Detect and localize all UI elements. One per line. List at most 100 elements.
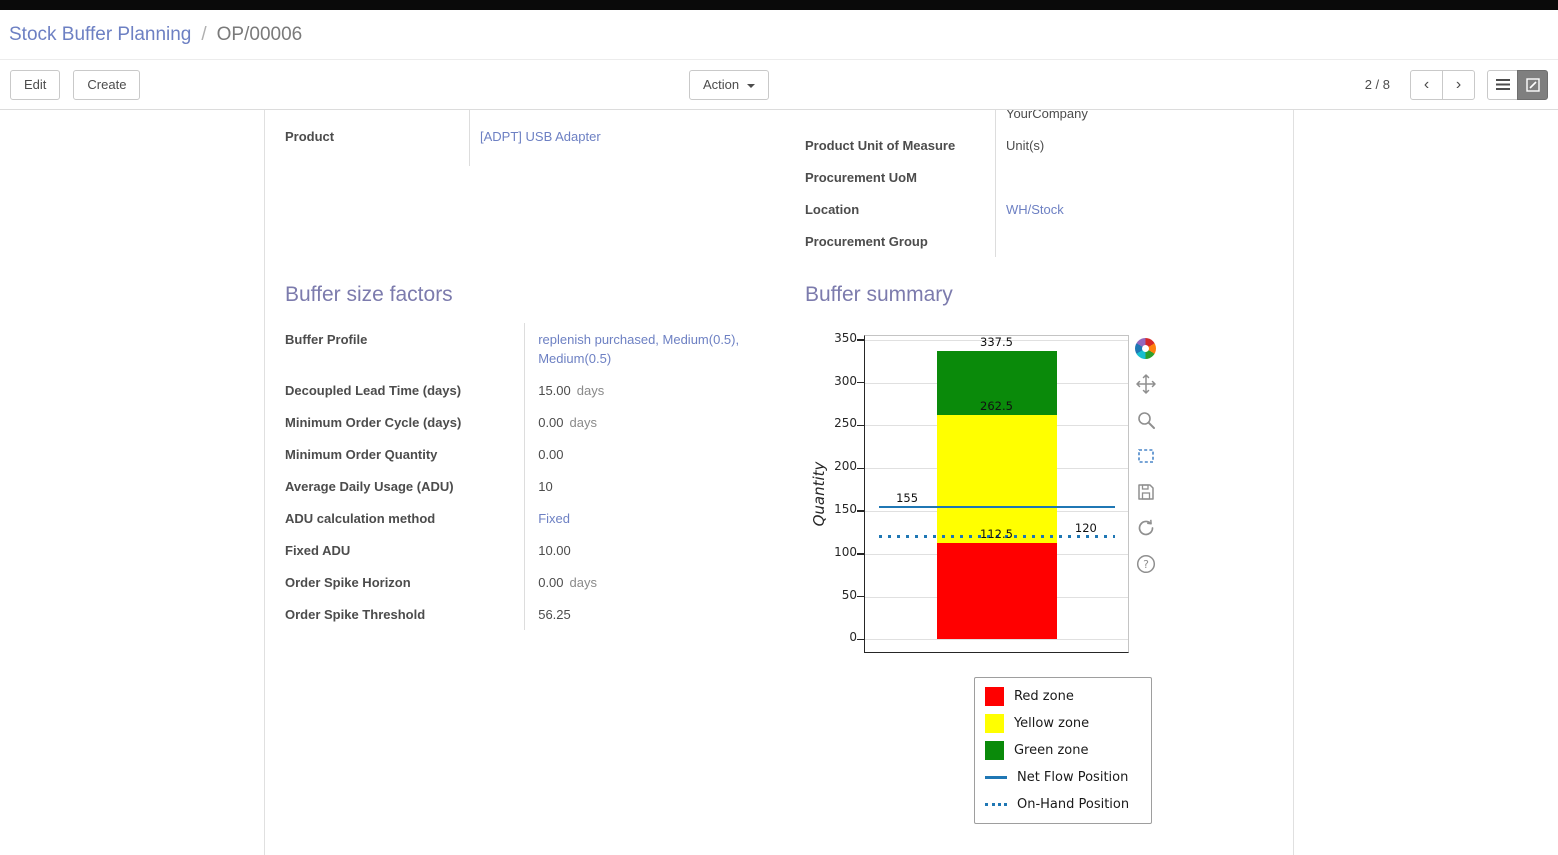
clipped-row	[285, 110, 805, 120]
product-value: [ADPT] USB Adapter	[470, 120, 805, 166]
chart-annotation: 337.5	[980, 334, 1013, 349]
adu-method-label: ADU calculation method	[285, 502, 526, 534]
decoupled-lead-time-value: 15.00 days	[525, 374, 805, 406]
days-suffix: days	[576, 383, 605, 398]
buffer-factors-table: Buffer Profile replenish purchased, Medi…	[285, 323, 805, 630]
buffer-profile-value: replenish purchased, Medium(0.5), Medium…	[525, 323, 805, 374]
number-value: 0.00	[538, 415, 564, 430]
chart-annotation: 120	[1074, 520, 1097, 535]
clipped-company-row: YourCompany	[805, 110, 1293, 129]
breadcrumb-separator: /	[201, 23, 207, 45]
order-spike-threshold-label: Order Spike Threshold	[285, 598, 526, 630]
y-tick	[856, 553, 864, 555]
edit-button[interactable]: Edit	[10, 69, 61, 100]
save-icon[interactable]	[1135, 481, 1157, 503]
reset-icon[interactable]	[1135, 517, 1157, 539]
legend-swatch	[984, 741, 1004, 760]
y-tick	[856, 339, 864, 341]
adu-row: Average Daily Usage (ADU) 10	[285, 470, 805, 502]
buffer-size-factors-section: Buffer size factors Buffer Profile reple…	[265, 283, 805, 825]
buffer-profile-row: Buffer Profile replenish purchased, Medi…	[285, 323, 805, 374]
adu-method-link[interactable]: Fixed	[538, 511, 571, 526]
legend-swatch	[984, 687, 1004, 706]
number-value: 15.00	[538, 383, 571, 398]
chart-annotation: 155	[896, 490, 919, 505]
min-order-qty-label: Minimum Order Quantity	[285, 438, 526, 470]
y-tick	[856, 595, 864, 598]
legend-swatch	[984, 776, 1007, 779]
number-value: 0.00	[538, 575, 564, 590]
y-tick	[856, 638, 864, 641]
fixed-adu-row: Fixed ADU 10.00	[285, 534, 805, 566]
fixed-adu-label: Fixed ADU	[285, 534, 526, 566]
y-tick	[856, 381, 864, 384]
list-view-button[interactable]	[1487, 69, 1518, 100]
chart-toolbar: ?	[1135, 337, 1157, 575]
pan-icon[interactable]	[1135, 373, 1157, 395]
field-value	[470, 110, 805, 120]
legend-item-yellow-zone: Yellow zone	[975, 710, 1151, 737]
pager-next-button[interactable]: ›	[1442, 69, 1475, 100]
company-value: YourCompany	[1005, 110, 1088, 121]
legend-label: Green zone	[1013, 743, 1089, 758]
create-button[interactable]: Create	[73, 69, 141, 100]
chart-annotation: 112.5	[980, 527, 1013, 542]
y-tick	[856, 467, 864, 469]
action-dropdown-button[interactable]: Action	[689, 70, 770, 100]
procurement-group-value	[996, 225, 1293, 257]
zoom-icon[interactable]	[1135, 409, 1157, 431]
fixed-adu-value: 10.00	[538, 543, 571, 558]
on-hand-position-line	[878, 535, 1115, 539]
order-spike-horizon-row: Order Spike Horizon 0.00 days	[285, 566, 805, 598]
legend-item-net-flow-position: Net Flow Position	[975, 764, 1151, 791]
y-tick	[856, 510, 864, 512]
help-icon[interactable]: ?	[1135, 553, 1157, 575]
legend-item-red-zone: Red zone	[975, 683, 1151, 710]
min-order-qty-row: Minimum Order Quantity 0.00	[285, 438, 805, 470]
y-tick-label: 100	[834, 544, 857, 559]
product-link[interactable]: [ADPT] USB Adapter	[480, 129, 601, 144]
svg-text:?: ?	[1143, 558, 1149, 571]
location-label: Location	[805, 193, 996, 225]
location-link[interactable]: WH/Stock	[1005, 202, 1064, 217]
min-order-cycle-label: Minimum Order Cycle (days)	[285, 406, 526, 438]
form-sheet: Product [ADPT] USB Adapter YourCompany P…	[264, 110, 1294, 855]
legend-label: On-Hand Position	[1016, 797, 1130, 812]
right-field-group: YourCompany Product Unit of Measure Unit…	[805, 110, 1293, 257]
buffer-summary-section: Buffer summary Quantity 337.5 262.5 112.5 1…	[805, 283, 1293, 825]
pager: ‹ ›	[1410, 69, 1475, 100]
buffer-summary-title: Buffer summary	[804, 283, 953, 306]
breadcrumb-parent-link[interactable]: Stock Buffer Planning	[9, 23, 192, 45]
form-view-button[interactable]	[1517, 69, 1548, 100]
adu-method-value: Fixed	[525, 502, 805, 534]
form-pencil-icon	[1525, 77, 1540, 92]
procurement-uom-label: Procurement UoM	[805, 161, 996, 193]
y-tick-label: 50	[841, 587, 857, 602]
chart-legend: Red zone Yellow zone Green zone Net Flow Po…	[973, 677, 1152, 824]
legend-label: Red zone	[1013, 689, 1074, 704]
adu-method-row: ADU calculation method Fixed	[285, 502, 805, 534]
buffer-profile-label: Buffer Profile	[285, 323, 526, 374]
action-dropdown-label: Action	[703, 77, 740, 92]
view-switcher	[1487, 69, 1548, 100]
pager-previous-button[interactable]: ‹	[1410, 69, 1443, 100]
breadcrumb-current: OP/00006	[216, 23, 303, 45]
y-gridline	[864, 639, 1128, 641]
order-spike-threshold-row: Order Spike Threshold 56.25	[285, 598, 805, 630]
legend-swatch	[984, 803, 1007, 806]
adu-label: Average Daily Usage (ADU)	[285, 470, 526, 502]
buffer-summary-chart: Quantity 337.5 262.5 112.5 155 120	[805, 325, 1293, 825]
mpld3-logo-icon[interactable]	[1135, 337, 1157, 359]
legend-label: Net Flow Position	[1016, 770, 1129, 785]
min-order-cycle-row: Minimum Order Cycle (days) 0.00 days	[285, 406, 805, 438]
box-select-icon[interactable]	[1135, 445, 1157, 467]
field-label	[285, 110, 470, 120]
green-zone-bar	[937, 350, 1057, 415]
control-panel: Edit Create Action 2 / 8 ‹ ›	[0, 60, 1558, 110]
y-tick-label: 0	[849, 630, 857, 645]
buffer-plot-area: 337.5 262.5 112.5 155 120	[856, 334, 1129, 653]
buffer-profile-link[interactable]: replenish purchased, Medium(0.5), Medium…	[538, 332, 740, 366]
chart-annotation: 262.5	[980, 398, 1013, 413]
buffer-size-factors-title: Buffer size factors	[285, 283, 453, 306]
legend-item-green-zone: Green zone	[975, 737, 1151, 764]
